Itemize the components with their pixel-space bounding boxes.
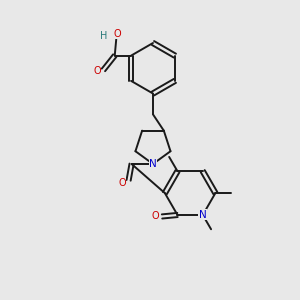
Text: O: O — [118, 178, 126, 188]
Text: N: N — [149, 159, 157, 169]
Text: O: O — [93, 66, 101, 76]
Text: O: O — [152, 212, 159, 221]
Text: H: H — [100, 31, 107, 41]
Text: N: N — [199, 210, 207, 220]
Text: O: O — [114, 29, 122, 39]
